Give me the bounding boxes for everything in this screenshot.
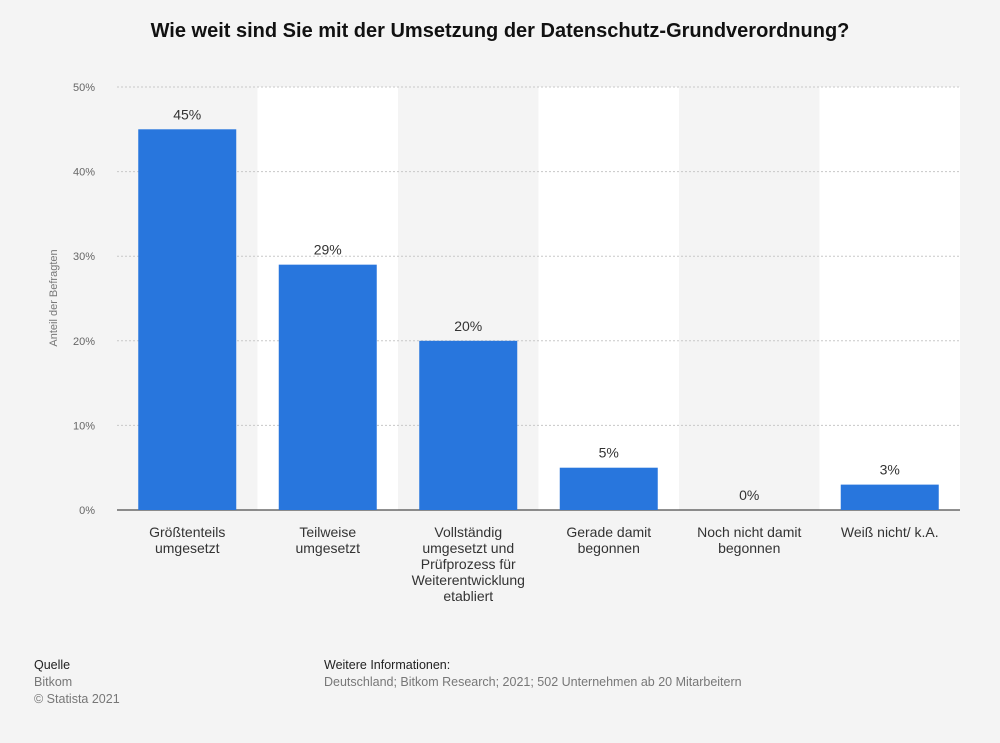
x-tick-label: Weiß nicht/ k.A.	[841, 524, 939, 540]
gridlines	[117, 86, 960, 511]
x-tick-label-line: begonnen	[718, 540, 780, 556]
x-tick-label-line: begonnen	[578, 540, 640, 556]
x-tick-label: Teilweise umgesetzt	[295, 524, 360, 556]
x-tick-label-line: etabliert	[443, 588, 493, 604]
x-tick-label-line: Weiß nicht/ k.A.	[841, 524, 939, 540]
y-tick-label: 30%	[73, 251, 95, 263]
source-heading: Quelle	[34, 658, 71, 672]
x-tick-label: Vollständig umgesetzt und Prüfprozess für W…	[412, 524, 525, 604]
y-axis-ticks: 0% 10% 20% 30% 40% 50%	[73, 82, 95, 517]
y-tick-label: 20%	[73, 336, 95, 348]
x-tick-label: Größtenteils umgesetzt	[149, 524, 225, 556]
x-tick-label-line: Prüfprozess für	[421, 556, 516, 572]
value-label: 0%	[739, 487, 759, 503]
x-tick-label-line: Vollständig	[434, 524, 502, 540]
x-tick-label: Gerade damit begonnen	[566, 524, 651, 556]
x-tick-label-line: Gerade damit	[566, 524, 651, 540]
value-label: 45%	[173, 106, 201, 122]
y-tick-label: 0%	[79, 505, 95, 517]
value-label: 29%	[314, 242, 342, 258]
y-tick-label: 50%	[73, 82, 95, 94]
info-text: Deutschland; Bitkom Research; 2021; 502 …	[324, 675, 742, 689]
bars	[138, 129, 939, 511]
bar	[559, 467, 658, 510]
x-tick-label-line: Größtenteils	[149, 524, 225, 540]
info-heading: Weitere Informationen:	[324, 658, 451, 672]
x-tick-label-line: umgesetzt	[295, 540, 360, 556]
column-band	[538, 87, 679, 510]
y-tick-label: 10%	[73, 420, 95, 432]
value-label: 3%	[880, 462, 900, 478]
x-tick-label-line: Teilweise	[299, 524, 356, 540]
x-tick-label-line: Noch nicht damit	[697, 524, 801, 540]
bar	[138, 129, 237, 511]
value-label: 5%	[599, 445, 619, 461]
y-axis-label: Anteil der Befragten	[48, 249, 60, 346]
source-block: Quelle Bitkom © Statista 2021	[34, 657, 120, 708]
bar	[840, 484, 939, 510]
x-tick-label-line: umgesetzt	[155, 540, 220, 556]
source-name: Bitkom	[34, 675, 73, 689]
bar	[278, 264, 377, 510]
info-block: Weitere Informationen: Deutschland; Bitk…	[324, 657, 742, 691]
column-band	[819, 87, 960, 510]
x-tick-label-line: umgesetzt und	[422, 540, 514, 556]
y-tick-label: 40%	[73, 167, 95, 179]
bar	[419, 340, 518, 510]
copyright: © Statista 2021	[34, 692, 120, 706]
x-tick-label: Noch nicht damit begonnen	[697, 524, 801, 556]
value-label: 20%	[454, 318, 482, 334]
chart-title: Wie weit sind Sie mit der Umsetzung der …	[150, 20, 850, 42]
value-labels: 45% 29% 20% 5% 0% 3%	[173, 106, 900, 503]
x-tick-label-line: Weiterentwicklung	[412, 572, 525, 588]
bar-chart: 0% 10% 20% 30% 40% 50% Anteil der Befragten 4…	[48, 82, 960, 604]
